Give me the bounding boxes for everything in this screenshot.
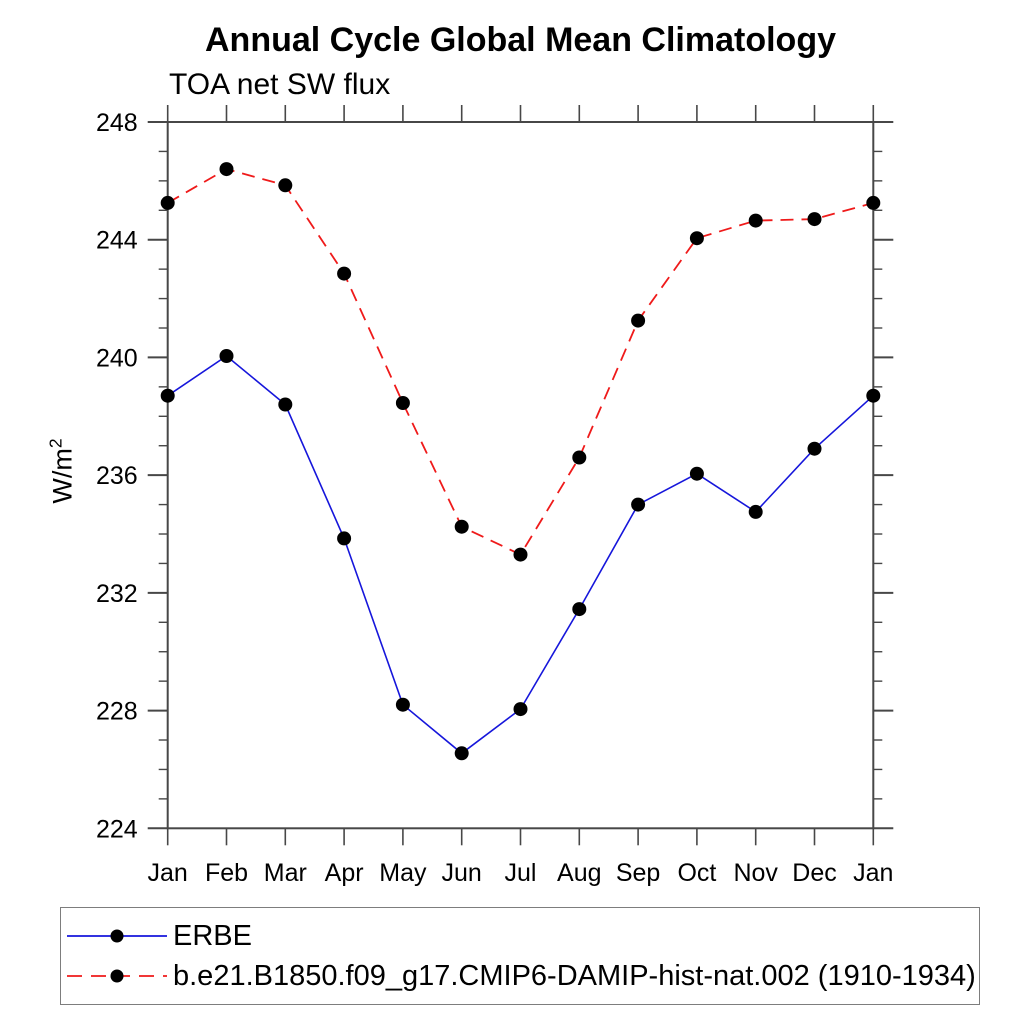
data-point-marker bbox=[395, 396, 410, 410]
x-tick-label: Jan bbox=[148, 859, 188, 887]
data-point-marker bbox=[631, 497, 646, 512]
legend-line-sample-model bbox=[67, 969, 167, 983]
data-point-marker bbox=[631, 313, 646, 328]
chart-title: Annual Cycle Global Mean Climatology bbox=[205, 21, 836, 59]
legend-line-sample-erbe bbox=[67, 929, 167, 943]
series-line-model bbox=[167, 168, 874, 556]
data-point-marker bbox=[278, 397, 293, 412]
legend-label-model: b.e21.B1850.f09_g17.CMIP6-DAMIP-hist-nat… bbox=[173, 959, 976, 992]
data-point-marker bbox=[866, 195, 881, 210]
data-point-marker bbox=[454, 746, 469, 761]
legend-item-erbe: ERBE bbox=[65, 920, 252, 952]
data-point-marker bbox=[807, 212, 822, 227]
x-tick-label: Jan bbox=[853, 859, 893, 887]
y-tick-label: 224 bbox=[96, 815, 138, 843]
data-point-marker bbox=[337, 266, 352, 281]
data-point-marker bbox=[160, 388, 175, 403]
data-point-marker bbox=[513, 547, 528, 562]
x-tick-label: Dec bbox=[792, 859, 836, 887]
legend-sample-marker bbox=[110, 929, 124, 943]
data-point-marker bbox=[748, 213, 763, 228]
data-point-marker bbox=[219, 349, 234, 363]
data-point-marker bbox=[337, 531, 352, 546]
y-tick-label: 240 bbox=[96, 344, 138, 372]
data-point-marker bbox=[807, 441, 822, 456]
data-point-marker bbox=[572, 450, 587, 465]
data-point-marker bbox=[160, 195, 175, 210]
x-tick-label: Nov bbox=[733, 859, 778, 887]
x-tick-label: Feb bbox=[205, 859, 248, 887]
data-point-marker bbox=[748, 504, 763, 519]
y-tick-label: 244 bbox=[96, 227, 138, 255]
data-point-marker bbox=[572, 602, 587, 617]
x-tick-label: Apr bbox=[325, 859, 364, 887]
data-point-marker bbox=[219, 162, 234, 177]
plot-area: 224 228 232 236 240 244 248 Jan Feb Mar Apr May Jun J… bbox=[96, 105, 893, 887]
y-tick-label: 232 bbox=[96, 580, 138, 608]
data-point-marker bbox=[278, 178, 293, 193]
data-point-marker bbox=[689, 231, 704, 246]
x-tick-label: Sep bbox=[616, 859, 660, 887]
x-tick-label: Aug bbox=[557, 859, 601, 887]
data-point-marker bbox=[395, 697, 410, 712]
y-tick-label: 228 bbox=[96, 698, 138, 726]
plot-frame bbox=[166, 121, 875, 830]
x-tick-label: Jul bbox=[505, 859, 537, 887]
x-tick-label: Jun bbox=[442, 859, 482, 887]
legend-label-erbe: ERBE bbox=[173, 919, 252, 952]
x-tick-label: Oct bbox=[677, 859, 716, 887]
legend: ERBE b.e21.B1850.f09_g17.CMIP6-DAMIP-his… bbox=[60, 907, 980, 1005]
legend-item-model: b.e21.B1850.f09_g17.CMIP6-DAMIP-hist-nat… bbox=[65, 960, 976, 992]
legend-sample-marker bbox=[110, 969, 124, 983]
data-point-marker bbox=[454, 519, 469, 534]
data-point-marker bbox=[689, 466, 704, 481]
data-point-marker bbox=[866, 388, 881, 403]
x-tick-label: Mar bbox=[264, 859, 307, 887]
chart-subtitle: TOA net SW flux bbox=[169, 68, 391, 101]
y-tick-label: 248 bbox=[96, 109, 138, 137]
x-tick-label: May bbox=[379, 859, 427, 887]
y-tick-label: 236 bbox=[96, 462, 138, 490]
data-point-marker bbox=[513, 702, 528, 717]
